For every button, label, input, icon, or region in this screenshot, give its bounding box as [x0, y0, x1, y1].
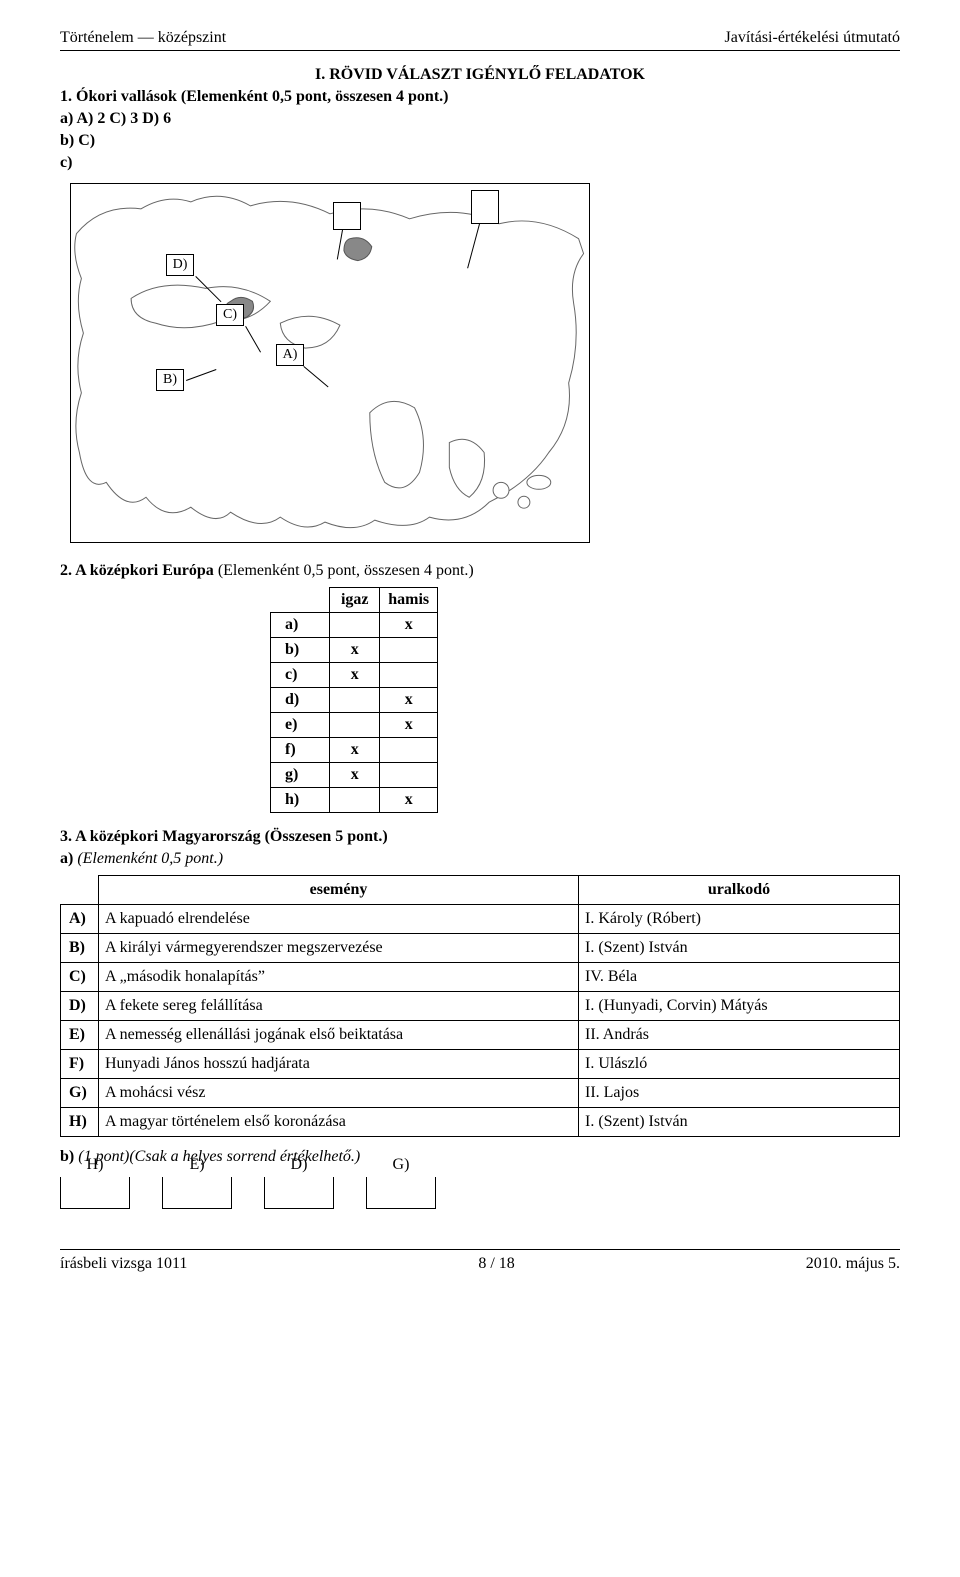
q2-cell-igaz [330, 788, 380, 813]
map-label-b: B) [156, 369, 184, 391]
map-empty-box-1 [333, 202, 361, 230]
q3-row-letter: D) [61, 992, 99, 1021]
map-label-d: D) [166, 254, 194, 276]
section-title: I. RÖVID VÁLASZT IGÉNYLŐ FELADATOK [60, 65, 900, 85]
q3-row-letter: F) [61, 1050, 99, 1079]
order-val-4: G) [367, 1155, 435, 1175]
q1-line-c: c) [60, 154, 72, 171]
q3-col-ruler: uralkodó [579, 876, 900, 905]
q3-row-letter: C) [61, 963, 99, 992]
q3-row-ruler: IV. Béla [579, 963, 900, 992]
q3-sub-a-tail: (Elemenként 0,5 pont.) [77, 850, 223, 867]
page-footer: írásbeli vizsga 1011 8 / 18 2010. május … [60, 1249, 900, 1274]
q3-row-event: A nemesség ellenállási jogának első beik… [99, 1021, 579, 1050]
map-label-a: A) [276, 344, 304, 366]
order-val-1: H) [61, 1155, 129, 1175]
q3-row-ruler: I. Ulászló [579, 1050, 900, 1079]
order-box-3: D) [264, 1177, 334, 1209]
q2-col-igaz: igaz [330, 588, 380, 613]
q3-row-letter: A) [61, 905, 99, 934]
order-box-4: G) [366, 1177, 436, 1209]
q2-cell-hamis: x [380, 788, 438, 813]
q2-cell-hamis [380, 638, 438, 663]
q2-row-label: b) [271, 638, 330, 663]
q2-row-label: f) [271, 738, 330, 763]
q2-col-hamis: hamis [380, 588, 438, 613]
q3-row-event: Hunyadi János hosszú hadjárata [99, 1050, 579, 1079]
q2-cell-hamis: x [380, 688, 438, 713]
header-left: Történelem — középszint [60, 28, 226, 48]
q2-cell-hamis [380, 763, 438, 788]
q2-cell-hamis: x [380, 713, 438, 738]
q3-title: 3. A középkori Magyarország (Összesen 5 … [60, 828, 388, 845]
header-rule [60, 50, 900, 51]
q3-row-event: A mohácsi vész [99, 1079, 579, 1108]
q1-line-a: a) A) 2 C) 3 D) 6 [60, 110, 171, 127]
q2-cell-igaz: x [330, 638, 380, 663]
map-island-3 [527, 475, 551, 489]
header-right: Javítási-értékelési útmutató [725, 28, 901, 48]
q2-table: igaz hamis a)xb)xc)xd)xe)xf)xg)xh)x [270, 587, 438, 813]
q2-row-label: h) [271, 788, 330, 813]
q3-row-event: A „második honalapítás” [99, 963, 579, 992]
q2-cell-igaz [330, 688, 380, 713]
map-island-1 [493, 482, 509, 498]
q2-cell-igaz [330, 713, 380, 738]
q1-line-b: b) C) [60, 132, 95, 149]
order-box-1: H) [60, 1177, 130, 1209]
footer-right: 2010. május 5. [806, 1254, 900, 1274]
q3-row-event: A királyi vármegyerendszer megszervezése [99, 934, 579, 963]
q2-cell-igaz: x [330, 763, 380, 788]
q3-row-ruler: I. Károly (Róbert) [579, 905, 900, 934]
q3-order-row: H) E) D) G) [60, 1177, 900, 1209]
q3-sub-a: a) [60, 850, 77, 867]
q2-cell-igaz: x [330, 663, 380, 688]
q1-map-container: D) C) B) A) [70, 183, 900, 543]
order-val-3: D) [265, 1155, 333, 1175]
q3-col-event: esemény [99, 876, 579, 905]
q2-row-label: a) [271, 613, 330, 638]
q1-title: 1. Ókori vallások (Elemenként 0,5 pont, … [60, 88, 448, 105]
q2-row-label: e) [271, 713, 330, 738]
q2-row-label: g) [271, 763, 330, 788]
q3-row-ruler: I. (Szent) István [579, 934, 900, 963]
q2-cell-igaz: x [330, 738, 380, 763]
q3-row-ruler: II. András [579, 1021, 900, 1050]
q3-row-ruler: I. (Hunyadi, Corvin) Mátyás [579, 992, 900, 1021]
q1-map: D) C) B) A) [70, 183, 590, 543]
order-val-2: E) [163, 1155, 231, 1175]
q2-cell-hamis [380, 663, 438, 688]
map-svg [71, 184, 589, 542]
footer-left: írásbeli vizsga 1011 [60, 1254, 187, 1274]
q3-row-letter: G) [61, 1079, 99, 1108]
q3-row-ruler: II. Lajos [579, 1079, 900, 1108]
q2-title-tail: (Elemenként 0,5 pont, összesen 4 pont.) [218, 562, 474, 579]
map-landmass [75, 196, 584, 527]
q2-row-label: c) [271, 663, 330, 688]
q3-row-event: A magyar történelem első koronázása [99, 1108, 579, 1137]
q2-cell-hamis: x [380, 613, 438, 638]
q2-cell-hamis [380, 738, 438, 763]
q3-row-letter: H) [61, 1108, 99, 1137]
q2-cell-igaz [330, 613, 380, 638]
q3-row-event: A fekete sereg felállítása [99, 992, 579, 1021]
q3-table: esemény uralkodó A)A kapuadó elrendelése… [60, 875, 900, 1137]
q2-title: 2. A középkori Európa [60, 562, 218, 579]
map-empty-box-2 [471, 190, 499, 224]
q3-row-ruler: I. (Szent) István [579, 1108, 900, 1137]
order-box-2: E) [162, 1177, 232, 1209]
footer-center: 8 / 18 [478, 1254, 514, 1274]
q3-row-letter: B) [61, 934, 99, 963]
map-label-c: C) [216, 304, 244, 326]
q3-row-letter: E) [61, 1021, 99, 1050]
q3-row-event: A kapuadó elrendelése [99, 905, 579, 934]
q2-row-label: d) [271, 688, 330, 713]
map-island-2 [518, 496, 530, 508]
